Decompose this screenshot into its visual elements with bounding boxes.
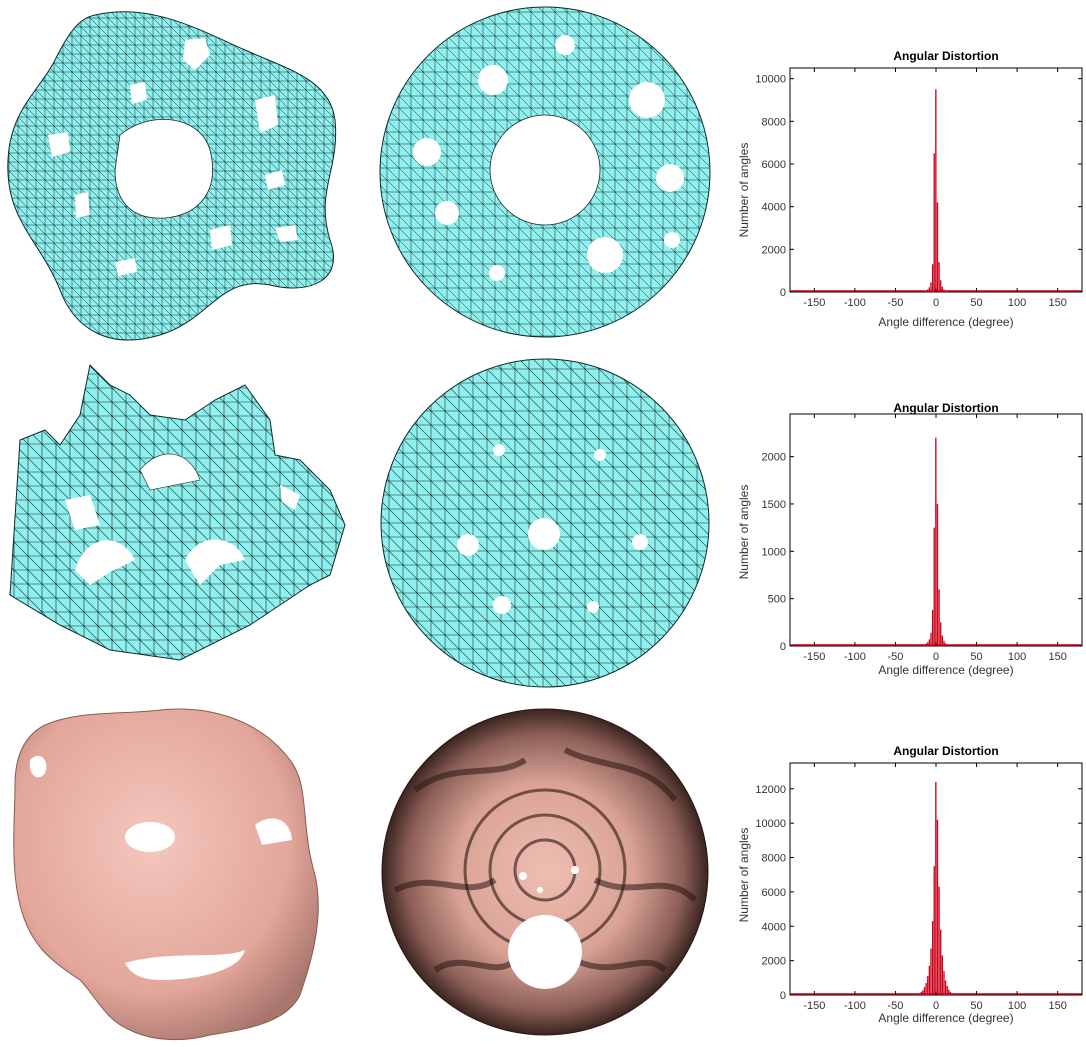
histogram-bar [933,527,935,646]
x-tick-label: 0 [933,651,939,663]
y-tick-label: 2000 [762,244,786,256]
histogram-bar [927,976,929,995]
histogram-bar [938,886,940,995]
y-tick-label: 8000 [762,853,786,865]
histogram-bar [941,635,943,646]
histogram-bar [943,640,945,646]
histogram-bar [931,921,934,995]
histogram-bar [944,980,947,995]
histogram-bar [922,990,924,995]
x-tick-label: -150 [803,1000,825,1012]
x-tick-label: -50 [887,297,903,309]
histogram-bar [936,503,939,646]
histogram-bar [936,202,939,292]
mesh-surface-face [13,708,319,1041]
histogram-bar [941,955,943,995]
histogram-bar [931,264,934,292]
histogram-bar [930,948,932,995]
mesh-surface-crown [9,363,346,661]
face-outline [13,708,319,1041]
x-tick-label: -50 [887,651,903,663]
histogram-bar [935,781,937,995]
y-tick-label: 1500 [762,499,786,511]
x-tick-label: 150 [1048,297,1066,309]
histogram-bar [928,287,931,292]
plot-area: -150 -100 -50 0 50 100 150 0 2000 4000 6000 8000 100… [755,67,1083,309]
x-tick-label: -150 [803,297,825,309]
histogram-bar [943,970,945,995]
histogram-bar [923,987,926,995]
histogram-bar [940,622,942,646]
histogram-bar [936,819,939,995]
y-axis-label: Number of angles [737,143,751,238]
y-tick-label: 6000 [762,159,786,171]
x-tick-label: -100 [844,1000,866,1012]
histogram-bar [933,866,935,995]
x-axis-label: Angle difference (degree) [878,315,1013,329]
x-tick-label: -50 [887,1000,903,1012]
x-tick-label: 150 [1048,1000,1066,1012]
histogram-bar [933,153,935,292]
histogram-bar [938,589,940,646]
x-tick-label: 100 [1008,1000,1026,1012]
y-tick-label: 500 [768,594,786,606]
y-tick-label: 12000 [755,784,786,796]
disk-parameterization-3 [381,708,709,1036]
crown-mesh-outline [9,363,346,661]
x-tick-label: 50 [970,1000,982,1012]
x-tick-label: 100 [1008,651,1026,663]
x-tick-label: 150 [1048,651,1066,663]
y-tick-label: 6000 [762,887,786,899]
x-axis-label: Angle difference (degree) [878,663,1013,677]
mesh-surface-wavy [7,11,337,341]
y-axis-label: Number of angles [737,485,751,580]
x-tick-label: 0 [933,297,939,309]
histogram-bar [948,989,950,995]
histogram-bar [940,929,942,995]
x-axis-label: Angle difference (degree) [878,1011,1013,1025]
histogram-bar [925,982,927,995]
x-tick-label: -150 [803,651,825,663]
histogram-bar [935,437,937,646]
y-tick-label: 10000 [755,818,786,830]
histogram-bar [928,965,931,995]
y-tick-label: 4000 [762,202,786,214]
histogram-bar [930,632,932,646]
y-tick-label: 4000 [762,921,786,933]
disk-parameterization-2 [380,358,710,688]
x-tick-label: 100 [1008,297,1026,309]
y-tick-label: 0 [780,641,786,653]
histogram-2: Angular Distortion Number of angles Angl… [737,401,1083,677]
x-tick-label: 0 [933,1000,939,1012]
x-tick-label: 50 [970,651,982,663]
chart-title: Angular Distortion [893,744,998,758]
histogram-3: Angular Distortion Number of angles Angl… [737,744,1083,1025]
histogram-bar [927,642,929,646]
y-tick-label: 10000 [755,74,786,86]
y-tick-label: 2000 [762,956,786,968]
y-tick-label: 1000 [762,546,786,558]
chart-title: Angular Distortion [893,401,998,415]
histogram-bar [941,286,943,292]
histogram-bar [935,89,937,292]
y-tick-label: 0 [780,287,786,299]
histogram-bar [938,262,940,292]
x-tick-label: -100 [844,651,866,663]
histogram-bar [940,280,942,292]
y-tick-label: 8000 [762,116,786,128]
y-axis-label: Number of angles [737,828,751,923]
histogram-bar [930,282,932,292]
chart-title: Angular Distortion [893,49,998,63]
histogram-bar [928,639,931,646]
y-tick-label: 0 [780,990,786,1002]
disk-parameterization-1 [379,6,711,338]
x-tick-label: -100 [844,297,866,309]
histogram-1: Angular Distortion Number of angles Angl… [737,49,1083,329]
plot-area: -150 -100 -50 0 50 100 150 0 2000 4000 6000 8000 100… [755,762,1083,1012]
x-tick-label: 50 [970,297,982,309]
histogram-bar [931,610,934,646]
y-tick-label: 2000 [762,452,786,464]
histogram-bar [946,986,948,995]
